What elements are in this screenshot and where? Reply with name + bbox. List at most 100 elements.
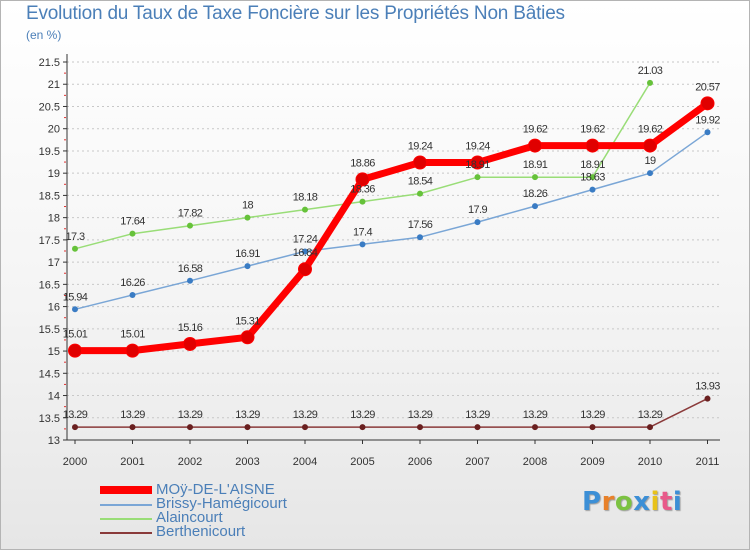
logo-letter: x — [633, 487, 651, 517]
data-label: 17.64 — [120, 216, 145, 228]
data-point — [187, 277, 193, 284]
x-tick-label: 2004 — [293, 456, 317, 468]
data-point — [417, 234, 423, 241]
y-tick-label: 19 — [48, 168, 60, 180]
data-point — [125, 343, 140, 358]
data-label: 13.29 — [465, 409, 490, 421]
data-label: 16.91 — [235, 248, 260, 260]
data-point — [187, 424, 193, 431]
data-label: 13.29 — [638, 409, 663, 421]
data-label: 18 — [242, 200, 254, 212]
proxiti-logo: Proxiti — [582, 487, 682, 517]
y-tick-label: 21.5 — [39, 57, 60, 69]
data-point — [532, 203, 538, 210]
data-point — [417, 190, 423, 197]
data-point — [302, 248, 308, 255]
data-point — [647, 79, 653, 86]
data-point — [72, 245, 78, 252]
data-label: 15.94 — [63, 291, 88, 303]
data-label: 16.84 — [293, 247, 318, 259]
data-label: 19.92 — [695, 114, 720, 126]
data-label: 13.29 — [580, 409, 605, 421]
data-point — [240, 330, 255, 345]
y-tick-label: 21 — [48, 79, 60, 91]
data-point — [302, 424, 308, 431]
data-label: 20.57 — [695, 81, 720, 93]
data-label: 18.26 — [523, 188, 548, 200]
series-line — [74, 131, 709, 311]
data-point — [355, 172, 370, 187]
data-label: 15.31 — [235, 315, 260, 327]
grid — [67, 61, 720, 419]
data-point — [298, 262, 312, 277]
data-point — [704, 395, 711, 402]
data-point — [532, 424, 538, 431]
data-point — [532, 174, 538, 181]
data-label: 17.3 — [65, 231, 84, 243]
data-point — [647, 170, 653, 177]
data-label: 13.29 — [350, 409, 375, 421]
data-label: 16.58 — [178, 263, 203, 275]
x-tick-label: 2011 — [696, 456, 720, 468]
logo-letter: t — [659, 487, 673, 517]
y-tick-label: 18 — [48, 213, 60, 225]
y-tick-label: 13.5 — [39, 413, 60, 425]
data-point — [68, 343, 82, 358]
data-label: 13.29 — [293, 409, 318, 421]
logo-letter: r — [601, 487, 615, 517]
data-label: 13.29 — [63, 409, 88, 421]
data-point — [244, 424, 251, 431]
x-tick-label: 2008 — [523, 456, 547, 468]
data-label: 18.18 — [293, 192, 318, 204]
data-point — [470, 155, 485, 170]
legend-swatch — [100, 486, 152, 494]
data-label: 17.56 — [408, 219, 433, 231]
y-tick-label: 19.5 — [39, 146, 60, 158]
y-tick-label: 16.5 — [39, 279, 60, 291]
data-label: 13.93 — [695, 381, 720, 393]
data-label: 18.91 — [523, 159, 548, 171]
data-point — [359, 424, 366, 431]
legend-swatch — [100, 518, 152, 520]
data-label: 18.91 — [580, 159, 605, 171]
data-point — [474, 424, 481, 431]
data-point — [528, 138, 542, 153]
y-tick-label: 14 — [48, 391, 60, 403]
y-tick-label: 20 — [48, 124, 60, 136]
y-tick-label: 16 — [48, 302, 60, 314]
data-point — [474, 174, 481, 181]
data-label: 13.29 — [523, 409, 548, 421]
data-label: 15.01 — [63, 329, 88, 341]
series-line — [71, 99, 711, 355]
legend-label: Berthenicourt — [156, 523, 246, 540]
data-point — [129, 230, 136, 237]
y-tick-label: 17 — [48, 257, 60, 269]
data-label: 21.03 — [638, 65, 663, 77]
data-label: 17.4 — [353, 226, 372, 238]
data-point — [413, 155, 427, 170]
data-label: 17.82 — [178, 208, 203, 220]
data-label: 17.9 — [468, 204, 487, 216]
logo-letter: o — [614, 487, 634, 517]
legend-label: Brissy-Hamégicourt — [156, 495, 287, 512]
legend-label: Alaincourt — [156, 509, 223, 526]
data-label: 17.24 — [293, 233, 318, 245]
data-point — [302, 206, 308, 213]
data-label: 13.29 — [408, 409, 433, 421]
legend-swatch — [100, 532, 152, 534]
logo-letter: P — [582, 487, 602, 517]
data-point — [187, 222, 193, 229]
data-point — [704, 129, 711, 136]
y-tick-label: 20.5 — [39, 101, 60, 113]
data-label: 18.63 — [580, 172, 605, 184]
series-line — [74, 397, 709, 428]
data-labels: 15.01 15.01 15.16 15.31 16.84 18.86 19.24 19.24… — [63, 65, 721, 421]
logo-letter: i — [650, 487, 660, 517]
data-label: 19.62 — [523, 124, 548, 136]
y-tick-label: 15 — [48, 346, 60, 358]
data-label: 18.36 — [350, 184, 375, 196]
data-point — [647, 424, 653, 431]
data-label: 19 — [644, 155, 656, 167]
x-tick-label: 2010 — [638, 456, 662, 468]
